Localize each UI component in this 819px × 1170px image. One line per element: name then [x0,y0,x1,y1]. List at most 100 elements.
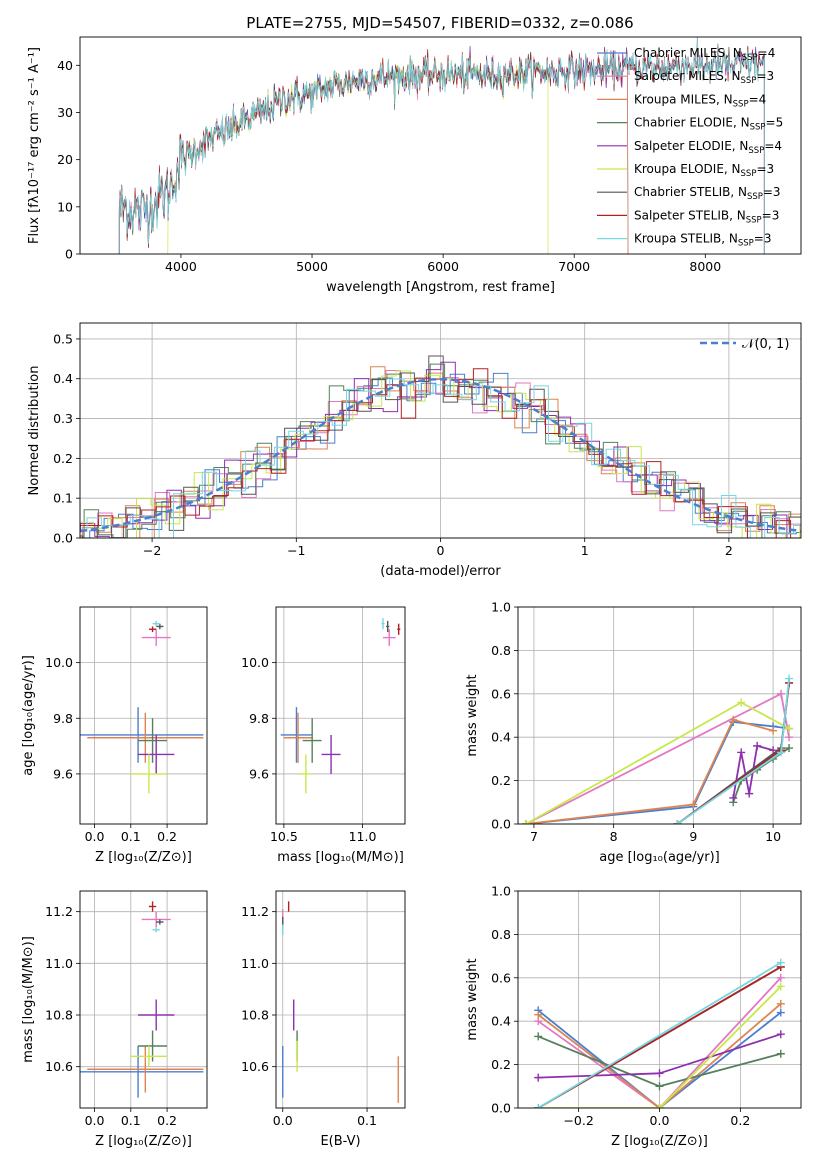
axes-frame [79,890,208,1109]
y-tick-label: 0.8 [491,927,511,942]
errorbar-kroupa-elodie [130,754,168,794]
y-axis-label: age [log₁₀(age/yr)] [21,655,36,776]
point-salpeter-elodie [737,748,746,757]
panel-residuals: −2 −1 0 1 2 0.0 0.1 0.2 0.3 0.4 0.5 (data-model)/er… [27,322,802,579]
plot-area [80,355,801,538]
x-axis-label: mass [log₁₀(M/M⊙)] [277,850,404,865]
legend-label-salpeter-miles: Salpeter MILES, NSSP=3 [634,69,774,86]
x-tick-label: 4000 [165,259,197,274]
y-tick-label: 0.1 [53,491,73,506]
y-tick-label: 0.4 [491,1014,511,1029]
x-tick-label: 0.0 [650,1113,670,1128]
errorbar-kroupa-miles [87,1046,204,1093]
legend-label-kroupa-elodie: Kroupa ELODIE, NSSP=3 [634,162,774,179]
line-kroupa-elodie [538,985,782,1108]
point-kroupa-elodie [655,1104,664,1108]
point-kroupa-stelib [673,820,682,824]
point-salpeter-miles [776,973,785,982]
errorbar-kroupa-miles [283,712,313,763]
point-kroupa-elodie [776,982,785,991]
y-tick-label: 9.8 [249,711,269,726]
x-tick-label: 8 [610,829,618,844]
y-tick-label: 10.0 [45,655,73,670]
point-chabrier-elodie [776,1049,785,1058]
point-salpeter-elodie [745,789,754,798]
y-tick-label: 0.4 [491,730,511,745]
y-tick-label: 0.8 [491,643,511,658]
point-kroupa-stelib [534,1104,543,1108]
y-tick-label: 9.6 [249,766,269,781]
y-tick-label: 0.4 [53,371,73,386]
errorbar-salpeter-miles [382,629,396,646]
axes-frame [275,606,406,825]
errorbar-salpeter-elodie [138,734,175,774]
y-tick-label: 0.0 [491,817,511,832]
point-salpeter-miles [785,733,794,742]
y-tick-label: 0 [65,247,73,262]
y-axis-label: mass weight [465,674,480,756]
y-tick-label: 11.0 [45,956,73,971]
errorbar-chabrier-stelib [156,623,164,630]
x-tick-label: 5000 [296,259,328,274]
axes-frame [79,322,802,539]
point-chabrier-elodie [785,744,794,753]
point-salpeter-elodie [655,1069,664,1078]
y-tick-label: 1.0 [491,600,511,615]
y-tick-label: 40 [57,58,73,73]
y-tick-label: 0.0 [491,1101,511,1116]
x-tick-label: 2 [725,543,733,558]
errorbar-salpeter-stelib [397,623,401,635]
point-kroupa-miles [769,726,778,735]
axes-frame [517,890,802,1109]
point-chabrier-miles [776,1008,785,1017]
y-tick-label: 11.0 [241,956,269,971]
y-tick-label: 10.6 [45,1059,73,1074]
errorbar-kroupa-elodie [299,754,313,794]
errorbar-salpeter-stelib [148,901,157,912]
point-kroupa-stelib [785,674,794,683]
spectrum-line-kroupa-stelib [118,37,765,254]
x-tick-label: 0.0 [85,1113,105,1128]
x-axis-label: E(B-V) [320,1134,360,1149]
x-axis-label: Z [log₁₀(Z/Z⊙)] [611,1134,708,1149]
x-tick-label: 10 [765,829,781,844]
y-tick-label: 0.0 [53,531,73,546]
point-salpeter-elodie [534,1073,543,1082]
x-tick-label: 7000 [558,259,590,274]
point-salpeter-miles [777,689,786,698]
legend-label-salpeter-elodie: Salpeter ELODIE, NSSP=4 [634,139,782,156]
errorbar-salpeter-elodie [321,734,341,774]
errorbar-kroupa-miles [87,712,204,763]
x-axis-label: (data-model)/error [380,564,501,579]
point-kroupa-miles [776,999,785,1008]
errorbar-salpeter-miles [141,629,171,646]
y-tick-label: 0.5 [53,331,73,346]
point-kroupa-elodie [785,724,794,733]
legend-label-normal: 𝒩(0, 1) [742,337,789,352]
line-kroupa-elodie [525,701,790,824]
x-tick-label: 11.0 [349,829,377,844]
x-tick-label: −1 [287,543,305,558]
point-chabrier-elodie [534,1032,543,1041]
legend-label-chabrier-elodie: Chabrier ELODIE, NSSP=5 [634,116,783,133]
panel-massweight-vs-Z: −0.2 0.0 0.2 0.0 0.2 0.4 0.6 0.8 1.0 Z [log₁₀(Z/Z… [465,884,802,1149]
axes-frame [79,36,802,255]
point-kroupa-stelib [777,748,786,757]
point-kroupa-elodie [737,698,746,707]
errorbar-chabrier-miles [280,707,313,763]
y-axis-label: Normed distribution [27,366,42,496]
y-tick-label: 0.3 [53,411,73,426]
errorbar-chabrier-miles [80,707,204,763]
point-salpeter-elodie [729,793,738,802]
y-tick-label: 10.0 [241,655,269,670]
line-chabrier-miles [537,1009,782,1108]
panel-spectrum: 4000 5000 6000 7000 8000 0 10 20 30 40 wavelength … [27,36,802,295]
y-tick-label: 11.2 [241,904,269,919]
plot-area [80,901,204,1098]
y-tick-label: 20 [57,152,73,167]
errorbar-salpeter-elodie [138,999,175,1031]
normal-curve [80,377,801,533]
point-kroupa-miles [689,800,698,809]
axes-frame [79,606,208,825]
plot-area [534,958,785,1108]
